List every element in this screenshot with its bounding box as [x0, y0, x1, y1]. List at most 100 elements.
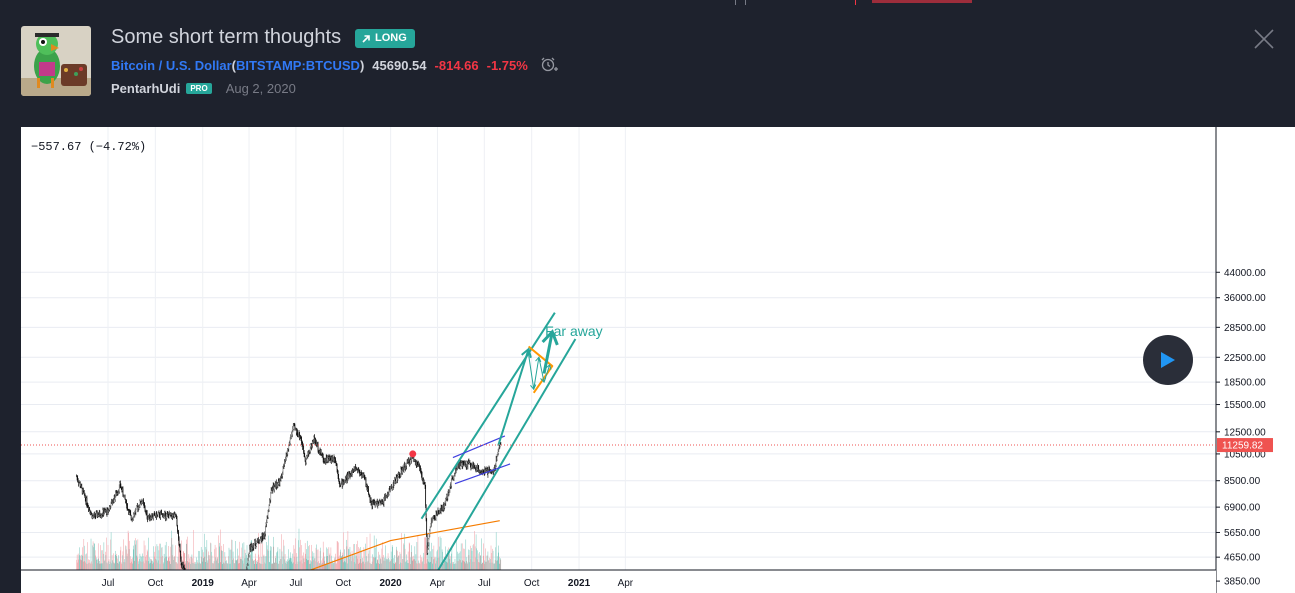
candle-body: [270, 492, 271, 500]
candle-body: [402, 468, 403, 474]
volume-bar: [437, 549, 438, 570]
candle-body: [391, 487, 392, 489]
candle-body: [114, 495, 115, 500]
volume-bar: [264, 556, 266, 570]
volume-bar: [493, 563, 495, 570]
candle-body: [298, 435, 299, 437]
candle-body: [127, 505, 128, 510]
candle-body: [471, 465, 473, 467]
volume-bar: [77, 562, 78, 570]
candle-body: [83, 491, 85, 494]
candle-body: [271, 489, 273, 491]
volume-bar: [266, 545, 268, 570]
candle-body: [98, 515, 100, 517]
volume-bar: [425, 545, 427, 570]
volume-bar: [150, 559, 152, 570]
volume-bar: [232, 559, 233, 570]
volume-bar: [480, 555, 481, 570]
close-button[interactable]: [1254, 29, 1274, 49]
volume-bar: [138, 563, 140, 570]
volume-bar: [336, 541, 338, 570]
volume-bar: [244, 558, 245, 570]
volume-bar: [457, 551, 458, 570]
volume-bar: [291, 561, 293, 570]
volume-bar: [351, 550, 353, 570]
volume-bar: [142, 555, 144, 570]
volume-bar: [376, 559, 378, 570]
volume-bar: [372, 557, 374, 570]
candle-body: [291, 434, 293, 437]
volume-bar: [285, 562, 286, 570]
volume-bar: [495, 532, 497, 570]
volume-bar: [135, 538, 136, 570]
candle-body: [99, 511, 101, 516]
candle-body: [397, 477, 398, 481]
candle-body: [462, 462, 463, 467]
candle-body: [155, 515, 156, 517]
candle-body: [264, 536, 265, 539]
candle-body: [471, 466, 472, 468]
play-button[interactable]: [1143, 335, 1193, 385]
volume-bar: [208, 551, 209, 570]
candle-body: [415, 462, 417, 464]
candle-body: [277, 485, 278, 487]
volume-bar: [260, 542, 262, 570]
candle-body: [247, 563, 248, 565]
volume-bar: [176, 563, 178, 570]
volume-bar: [110, 539, 111, 570]
candle-body: [348, 472, 350, 475]
volume-bar: [116, 556, 118, 570]
drawings: [409, 312, 577, 587]
candle-body: [334, 459, 336, 461]
candle-body: [357, 469, 359, 473]
volume-bar: [319, 551, 321, 570]
candle-body: [163, 515, 164, 518]
chart-panel[interactable]: 44000.00 36000.00 28500.00 22500.00 18500.00…: [21, 127, 1295, 593]
volume-bar: [420, 554, 421, 570]
candle-body: [293, 423, 295, 425]
volume-bar: [92, 545, 93, 570]
candle-body: [349, 473, 351, 478]
volume-bar: [295, 563, 297, 570]
volume-bar: [473, 543, 474, 570]
volume-bar: [498, 545, 499, 570]
volume-bar: [180, 563, 181, 570]
volume-bar: [499, 556, 501, 570]
candle-body: [305, 460, 306, 463]
candle-body: [144, 507, 146, 511]
volume-bar: [348, 549, 350, 570]
candle-body: [249, 547, 250, 554]
candle-body: [382, 502, 383, 503]
author-name-link[interactable]: PentarhUdi: [111, 81, 181, 96]
volume-bar: [119, 561, 120, 570]
volume-bar: [470, 559, 472, 570]
candle-body: [77, 477, 78, 481]
volume-bar: [322, 541, 324, 570]
price-chart[interactable]: 44000.0036000.0028500.0022500.0018500.00…: [21, 127, 1295, 593]
candle-body: [329, 457, 330, 460]
symbol-name-link[interactable]: Bitcoin / U.S. Dollar: [111, 57, 232, 73]
candle-body: [380, 502, 382, 504]
volume-bar: [497, 560, 498, 570]
candle-body: [145, 510, 146, 513]
volume-bar: [382, 557, 384, 570]
volume-bar: [343, 532, 344, 570]
volume-bar: [138, 561, 139, 570]
candle-body: [498, 445, 500, 448]
candle-body: [159, 516, 161, 518]
candle-body: [181, 565, 183, 568]
candle-body: [445, 499, 447, 503]
author-avatar[interactable]: [21, 26, 91, 96]
candle-body: [468, 461, 469, 463]
symbol-ticker-link[interactable]: BITSTAMP:BTCUSD: [235, 57, 360, 73]
volume-bar: [411, 556, 413, 570]
candle-body: [137, 505, 138, 507]
candle-body: [356, 468, 357, 469]
candle-body: [356, 468, 358, 470]
candle-body: [258, 540, 259, 543]
volume-bar: [297, 561, 299, 570]
candle-body: [472, 465, 473, 469]
candle-body: [388, 488, 390, 495]
alarm-add-button[interactable]: [540, 56, 558, 74]
candle-body: [469, 462, 471, 464]
